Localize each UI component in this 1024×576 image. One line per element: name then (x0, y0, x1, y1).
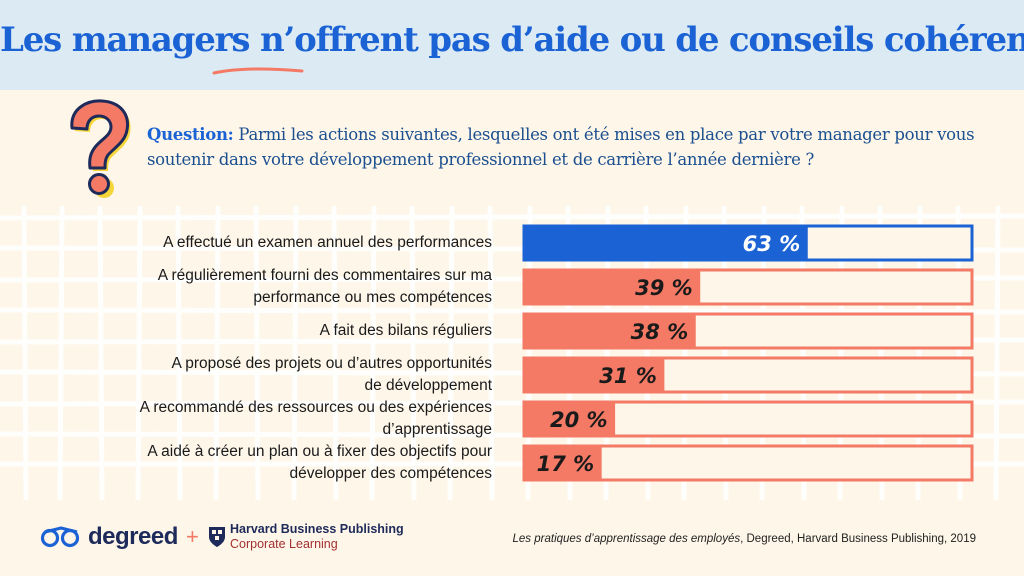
data-label: 17 % (537, 452, 595, 476)
data-label: 39 % (635, 276, 693, 300)
bar-group: 31 % (522, 356, 974, 394)
bar (522, 268, 701, 306)
bar (522, 312, 696, 350)
data-label: 38 % (631, 320, 689, 344)
hbp-subline: Corporate Learning (230, 537, 338, 551)
bar-group: 38 % (522, 312, 974, 350)
category-label: A fait des bilans réguliers (319, 322, 492, 339)
plus-sign: + (186, 524, 199, 549)
page-title: Les managers n’offrent pas d’aide ou de … (0, 20, 1024, 60)
question-text: Question: Parmi les actions suivantes, l… (147, 125, 975, 169)
degreed-logo-icon (40, 526, 80, 548)
category-label: A effectué un examen annuel des performa… (163, 234, 492, 251)
data-label: 20 % (550, 408, 608, 432)
category-label: A aidé à créer un plan ou à fixer des ob… (147, 443, 492, 482)
bar-group: 17 % (522, 444, 974, 482)
title-underline (212, 67, 304, 75)
degreed-wordmark: degreed (88, 523, 178, 550)
category-label: A régulièrement fourni des commentaires … (157, 267, 492, 306)
bar-group: 63 % (522, 224, 974, 262)
hbp-name: Harvard Business Publishing (230, 522, 404, 536)
bar (522, 400, 616, 438)
data-label: 63 % (743, 232, 801, 256)
header-band (0, 0, 1024, 90)
source-citation: Les pratiques d’apprentissage des employ… (512, 533, 976, 545)
bar (522, 444, 602, 482)
category-label: A recommandé des ressources ou des expér… (139, 399, 492, 438)
category-label: A proposé des projets ou d’autres opport… (171, 355, 492, 394)
data-label: 31 % (599, 364, 657, 388)
bar-group: 20 % (522, 400, 974, 438)
bar-group: 39 % (522, 268, 974, 306)
bar (522, 356, 665, 394)
question-mark-icon (70, 99, 131, 198)
hbp-shield-icon (209, 527, 225, 547)
bar (522, 224, 808, 262)
